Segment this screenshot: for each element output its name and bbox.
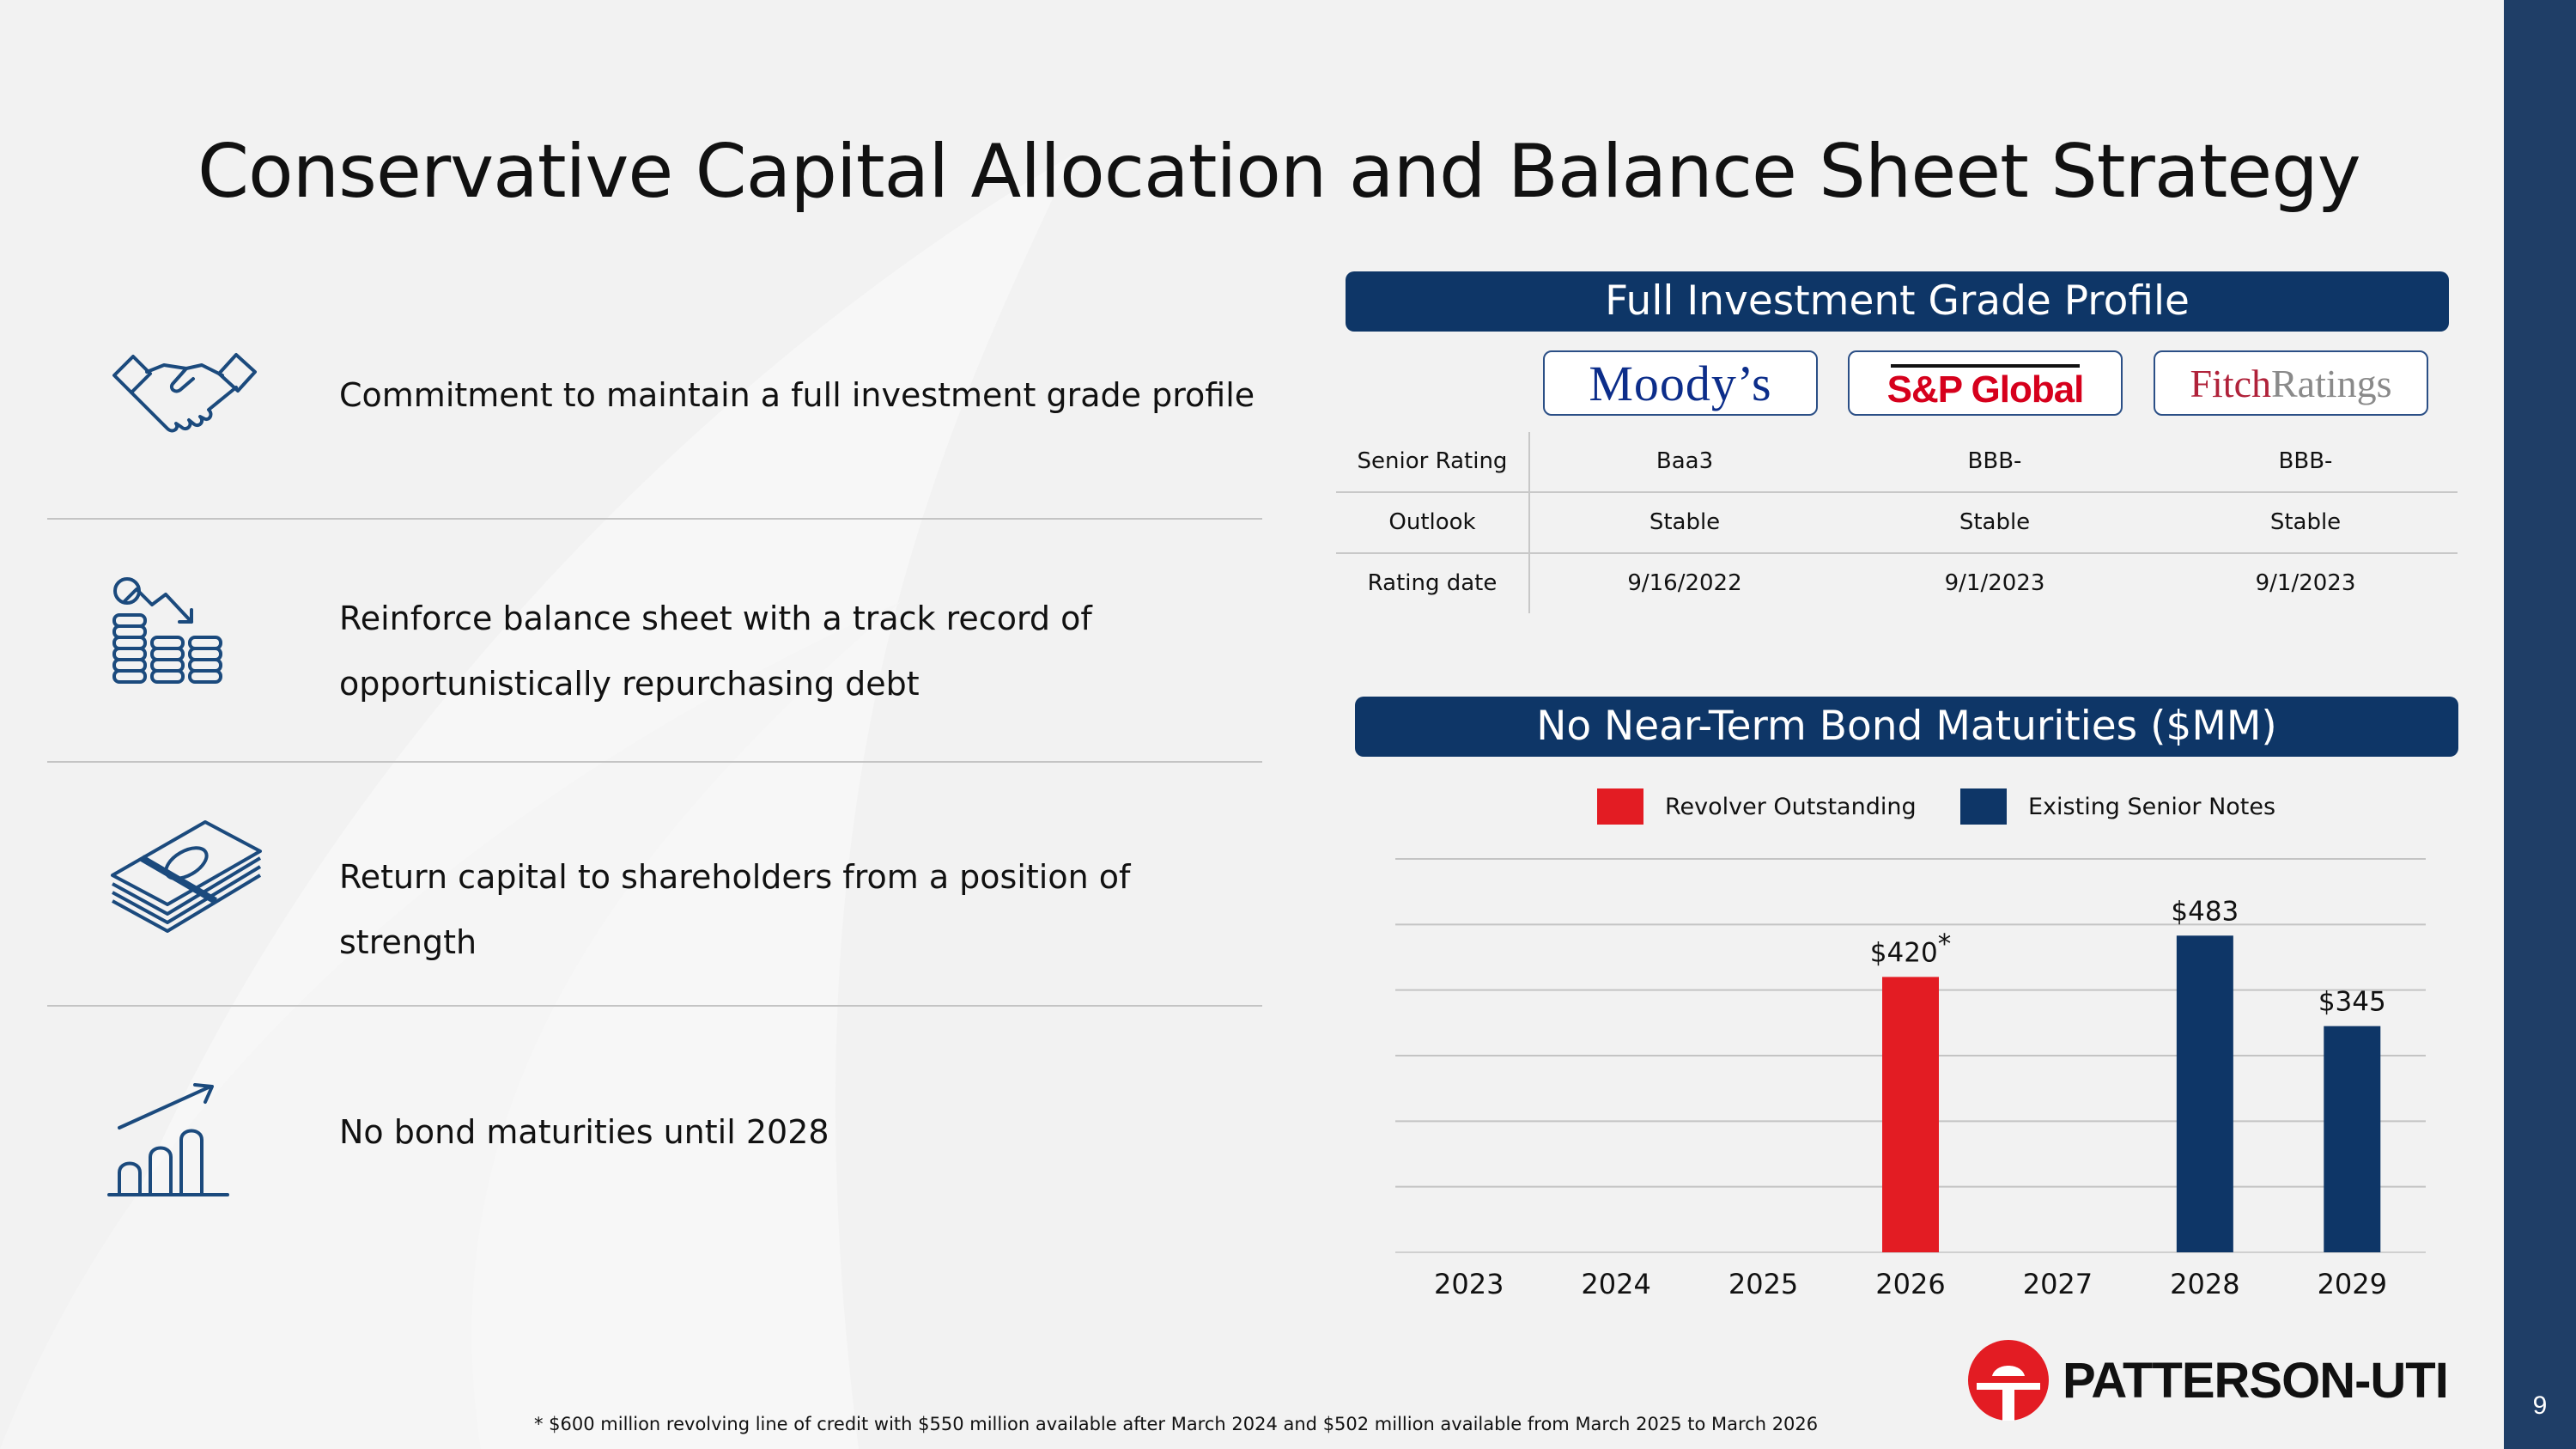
data-label-asterisk: * <box>1938 928 1952 959</box>
moodys-logo-text: Moody’s <box>1589 355 1772 411</box>
maturities-header: No Near-Term Bond Maturities ($MM) <box>1355 697 2458 757</box>
cell-sp: Stable <box>1959 509 2031 535</box>
data-label: $483 <box>2171 896 2239 927</box>
patterson-uti-logo: PATTERSON-UTI <box>1966 1338 2449 1422</box>
ratings-table: Senior Rating Baa3 BBB- BBB- Outlook Sta… <box>1336 432 2458 613</box>
table-row: Outlook Stable Stable Stable <box>1336 493 2458 554</box>
footnote: * $600 million revolving line of credit … <box>534 1414 1819 1434</box>
sp-logo-text: S&P Global <box>1886 368 2085 411</box>
brand-name: PATTERSON-UTI <box>2063 1352 2449 1409</box>
handshake-icon <box>112 353 257 433</box>
x-tick-label: 2027 <box>2023 1268 2093 1300</box>
bar-2029 <box>2324 1026 2381 1252</box>
moodys-logo: Moody’s <box>1543 350 1818 416</box>
cell-sp: 9/1/2023 <box>1944 570 2045 596</box>
fitch-logo-text: Fitch <box>2190 361 2271 405</box>
table-row: Senior Rating Baa3 BBB- BBB- <box>1336 432 2458 493</box>
right-accent-bar <box>2504 0 2576 1449</box>
bar-2026 <box>1882 977 1939 1252</box>
row-label: Senior Rating <box>1336 432 1530 491</box>
coins-decline-icon <box>112 577 222 684</box>
x-tick-label: 2023 <box>1434 1268 1504 1300</box>
sp-global-logo: S&P Global <box>1848 350 2123 416</box>
legend-senior-notes: Existing Senior Notes <box>1960 788 2275 825</box>
divider-2 <box>47 761 1262 763</box>
cell-fitch: 9/1/2023 <box>2255 570 2356 596</box>
cash-stack-icon <box>111 820 262 933</box>
ratings-header: Full Investment Grade Profile <box>1346 271 2449 332</box>
strategy-point-2: Reinforce balance sheet with a track rec… <box>47 550 1262 747</box>
page-title: Conservative Capital Allocation and Bala… <box>197 129 2361 215</box>
legend-label-senior-notes: Existing Senior Notes <box>2028 793 2276 820</box>
growth-chart-icon <box>107 1083 229 1196</box>
fitch-logo-ratings-text: Ratings <box>2271 361 2392 405</box>
x-tick-label: 2024 <box>1581 1268 1650 1300</box>
point-2-text-line-1: Reinforce balance sheet with a track rec… <box>339 600 1092 637</box>
brand-mark-icon <box>1968 1340 2049 1421</box>
strategy-point-4: No bond maturities until 2028 <box>47 1065 1262 1211</box>
legend-revolver: Revolver Outstanding <box>1597 788 1917 825</box>
table-row: Rating date 9/16/2022 9/1/2023 9/1/2023 <box>1336 554 2458 613</box>
divider-1 <box>47 518 1262 520</box>
sp-logo-rule <box>1891 364 2080 368</box>
bar-2028 <box>2176 935 2233 1252</box>
page-number: 9 <box>2532 1391 2548 1420</box>
legend-swatch-revolver <box>1597 788 1643 825</box>
point-1-text: Commitment to maintain a full investment… <box>339 376 1255 414</box>
row-label: Outlook <box>1336 493 1530 552</box>
cell-moodys: 9/16/2022 <box>1627 570 1742 596</box>
x-tick-label: 2029 <box>2318 1268 2387 1300</box>
legend-label-revolver: Revolver Outstanding <box>1665 793 1917 820</box>
legend-swatch-senior-notes <box>1960 788 2007 825</box>
divider-3 <box>47 1005 1262 1007</box>
point-4-text: No bond maturities until 2028 <box>339 1113 829 1151</box>
fitch-ratings-logo: FitchRatings <box>2154 350 2428 416</box>
cell-fitch: BBB- <box>2278 448 2333 474</box>
point-3-text: Return capital to shareholders from a po… <box>339 858 1131 961</box>
cell-moodys: Baa3 <box>1656 448 1714 474</box>
x-tick-label: 2028 <box>2170 1268 2239 1300</box>
cell-moodys: Stable <box>1649 509 1721 535</box>
x-tick-label: 2026 <box>1875 1268 1945 1300</box>
strategy-point-1: Commitment to maintain a full investment… <box>47 326 1262 507</box>
point-2-text-line-2: opportunistically repurchasing debt <box>339 665 920 703</box>
cell-sp: BBB- <box>1967 448 2022 474</box>
x-tick-label: 2025 <box>1728 1268 1798 1300</box>
row-label: Rating date <box>1336 554 1530 613</box>
strategy-point-3: Return capital to shareholders from a po… <box>47 795 1262 979</box>
data-label: $345 <box>2318 987 2386 1018</box>
data-label: $420* <box>1870 928 1951 968</box>
cell-fitch: Stable <box>2269 509 2342 535</box>
maturities-bar-chart: 2023 2024 2025 2026 2027 2028 2029 $420* $483 $34… <box>1395 858 2426 1300</box>
